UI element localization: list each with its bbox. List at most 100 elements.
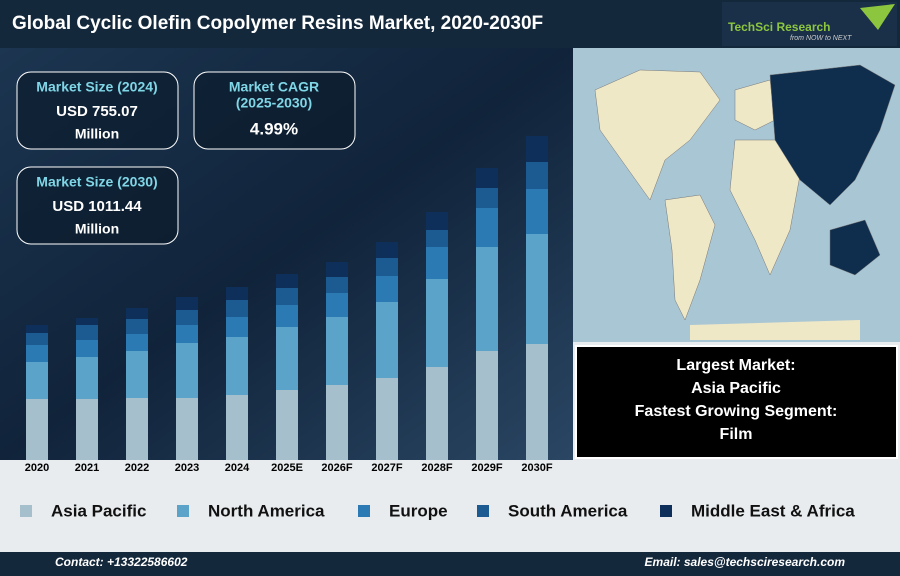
- bar-segment: [276, 305, 298, 327]
- map-asia: [769, 64, 896, 206]
- bar-segment: [126, 398, 148, 460]
- map-europe: [734, 79, 776, 131]
- bar-segment: [226, 337, 248, 395]
- x-tick-label: 2030F: [521, 462, 552, 474]
- x-tick-label: 2026F: [321, 462, 352, 474]
- bar-segment: [476, 188, 498, 208]
- bar-segment: [26, 399, 48, 460]
- x-tick-label: 2020: [25, 462, 49, 474]
- bar-segment: [176, 297, 198, 310]
- bar-segment: [76, 340, 98, 357]
- bar-segment: [76, 318, 98, 325]
- kpi-box: [193, 71, 356, 150]
- x-tick-label: 2028F: [421, 462, 452, 474]
- logo-mark: [860, 4, 895, 30]
- bar-segment: [526, 136, 548, 162]
- bar-segment: [326, 317, 348, 385]
- bar-segment: [276, 274, 298, 288]
- x-tick-label: 2024: [225, 462, 250, 474]
- bar-segment: [376, 258, 398, 276]
- bar-segment: [376, 378, 398, 460]
- kpi-value: USD 1011.44: [52, 198, 142, 215]
- bar-segment: [376, 276, 398, 302]
- bar-segment: [126, 334, 148, 351]
- bar-segment: [476, 168, 498, 188]
- bar-segment: [26, 333, 48, 345]
- title: Global Cyclic Olefin Copolymer Resins Ma…: [12, 13, 543, 34]
- bar-segment: [276, 288, 298, 305]
- bar-segment: [326, 262, 348, 277]
- bar-segment: [376, 242, 398, 258]
- legend-swatch: [177, 505, 189, 517]
- bar-segment: [126, 351, 148, 398]
- bar-segment: [326, 385, 348, 460]
- highlight-text: Asia Pacific: [691, 380, 781, 397]
- legend-label: Europe: [389, 501, 448, 520]
- kpi-box: [16, 71, 179, 150]
- bar-segment: [276, 390, 298, 460]
- legend-swatch: [477, 505, 489, 517]
- bar-segment: [226, 287, 248, 300]
- kpi-label: Market Size (2024): [36, 79, 157, 95]
- bar-segment: [76, 325, 98, 340]
- bar-segment: [326, 293, 348, 317]
- bar-segment: [326, 277, 348, 293]
- map-south-america: [664, 194, 716, 321]
- x-tick-label: 2022: [125, 462, 149, 474]
- logo: TechSci Research: [728, 20, 831, 34]
- logo-tagline: from NOW to NEXT: [790, 35, 852, 42]
- kpi-unit: Million: [75, 221, 119, 237]
- bar-segment: [526, 162, 548, 189]
- bar-segment: [426, 212, 448, 230]
- highlight-text: Largest Market:: [676, 357, 795, 374]
- bar-segment: [426, 247, 448, 279]
- x-tick-label: 2029F: [471, 462, 502, 474]
- bar-segment: [376, 302, 398, 378]
- x-tick-label: 2027F: [371, 462, 402, 474]
- highlight-text: Fastest Growing Segment:: [635, 403, 838, 420]
- legend-swatch: [358, 505, 370, 517]
- kpi-period: (2025-2030): [236, 95, 312, 111]
- footer-bar: [0, 552, 900, 576]
- map-oceania: [829, 219, 881, 276]
- kpi-unit: Million: [75, 126, 119, 142]
- legend-label: South America: [508, 501, 628, 520]
- bar-segment: [76, 399, 98, 460]
- bar-segment: [226, 317, 248, 337]
- legend-swatch: [660, 505, 672, 517]
- bar-segment: [126, 308, 148, 319]
- bar-segment: [526, 344, 548, 460]
- bar-segment: [426, 367, 448, 460]
- map-antarctica: [690, 320, 860, 340]
- bar-segment: [476, 351, 498, 460]
- legend-label: North America: [208, 501, 325, 520]
- kpi-box: [16, 166, 179, 245]
- bar-segment: [226, 395, 248, 460]
- legend-label: Asia Pacific: [51, 501, 146, 520]
- bar-segment: [176, 310, 198, 325]
- map-north-america: [594, 69, 721, 201]
- legend-label: Middle East & Africa: [691, 501, 855, 520]
- x-tick-label: 2021: [75, 462, 99, 474]
- bar-segment: [476, 247, 498, 351]
- bar-segment: [426, 279, 448, 367]
- bar-segment: [476, 208, 498, 247]
- bar-segment: [276, 327, 298, 390]
- bar-segment: [526, 189, 548, 234]
- bar-segment: [76, 357, 98, 399]
- kpi-value: 4.99%: [250, 119, 298, 138]
- bar-segment: [126, 319, 148, 334]
- kpi-value: USD 755.07: [56, 103, 138, 120]
- highlight-box: [575, 345, 898, 459]
- bar-segment: [26, 325, 48, 333]
- bar-segment: [176, 325, 198, 343]
- legend-swatch: [20, 505, 32, 517]
- bar-segment: [176, 343, 198, 398]
- contact-email: Email: sales@techsciresearch.com: [645, 555, 846, 569]
- bar-segment: [226, 300, 248, 317]
- bar-segment: [526, 234, 548, 344]
- x-tick-label: 2023: [175, 462, 199, 474]
- kpi-label: Market CAGR: [229, 79, 319, 95]
- x-tick-label: 2025E: [271, 462, 303, 474]
- bar-segment: [426, 230, 448, 247]
